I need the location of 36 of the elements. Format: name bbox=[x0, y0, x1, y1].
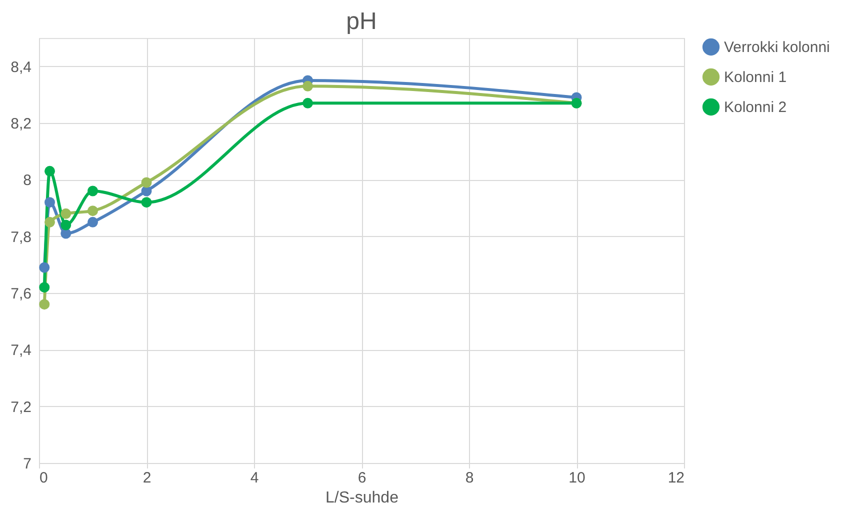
point bbox=[88, 186, 98, 196]
point bbox=[60, 220, 72, 230]
point bbox=[141, 197, 152, 208]
point bbox=[141, 177, 152, 188]
y-tick-label: 7,2 bbox=[10, 398, 32, 416]
legend-label: Kolonni 1 bbox=[724, 69, 787, 86]
point bbox=[60, 208, 72, 219]
point bbox=[60, 228, 72, 239]
x-tick-label: 8 bbox=[465, 470, 474, 486]
point bbox=[44, 166, 55, 176]
point bbox=[302, 80, 313, 92]
y-tick-label: 8,4 bbox=[10, 58, 32, 76]
point bbox=[39, 262, 50, 273]
y-tick-label: 7,6 bbox=[10, 286, 32, 302]
x-axis-title: L/S-suhde bbox=[326, 490, 399, 506]
y-tick-label: 7,8 bbox=[10, 228, 32, 246]
y-tick-label: 8,2 bbox=[10, 116, 32, 132]
point bbox=[44, 197, 55, 208]
y-tick-label: 7,4 bbox=[10, 342, 32, 360]
point bbox=[88, 206, 98, 216]
chart-title: pH bbox=[346, 8, 377, 35]
x-tick-label: 2 bbox=[142, 470, 152, 486]
x-tick-label: 6 bbox=[358, 470, 366, 486]
x-tick-label: 4 bbox=[250, 470, 259, 486]
point bbox=[88, 216, 98, 228]
point bbox=[302, 98, 313, 108]
y-tick-label: 7 bbox=[23, 456, 32, 472]
x-tick-label: 12 bbox=[668, 470, 684, 486]
point bbox=[39, 282, 50, 293]
y-tick-label: 8 bbox=[23, 172, 32, 190]
point bbox=[44, 216, 55, 228]
legend-label: Verrokki kolonni bbox=[724, 39, 830, 56]
legend-label: Kolonni 2 bbox=[724, 99, 787, 116]
x-tick-label: 0 bbox=[40, 470, 48, 486]
x-tick-label: 10 bbox=[568, 470, 586, 486]
point bbox=[39, 299, 50, 310]
